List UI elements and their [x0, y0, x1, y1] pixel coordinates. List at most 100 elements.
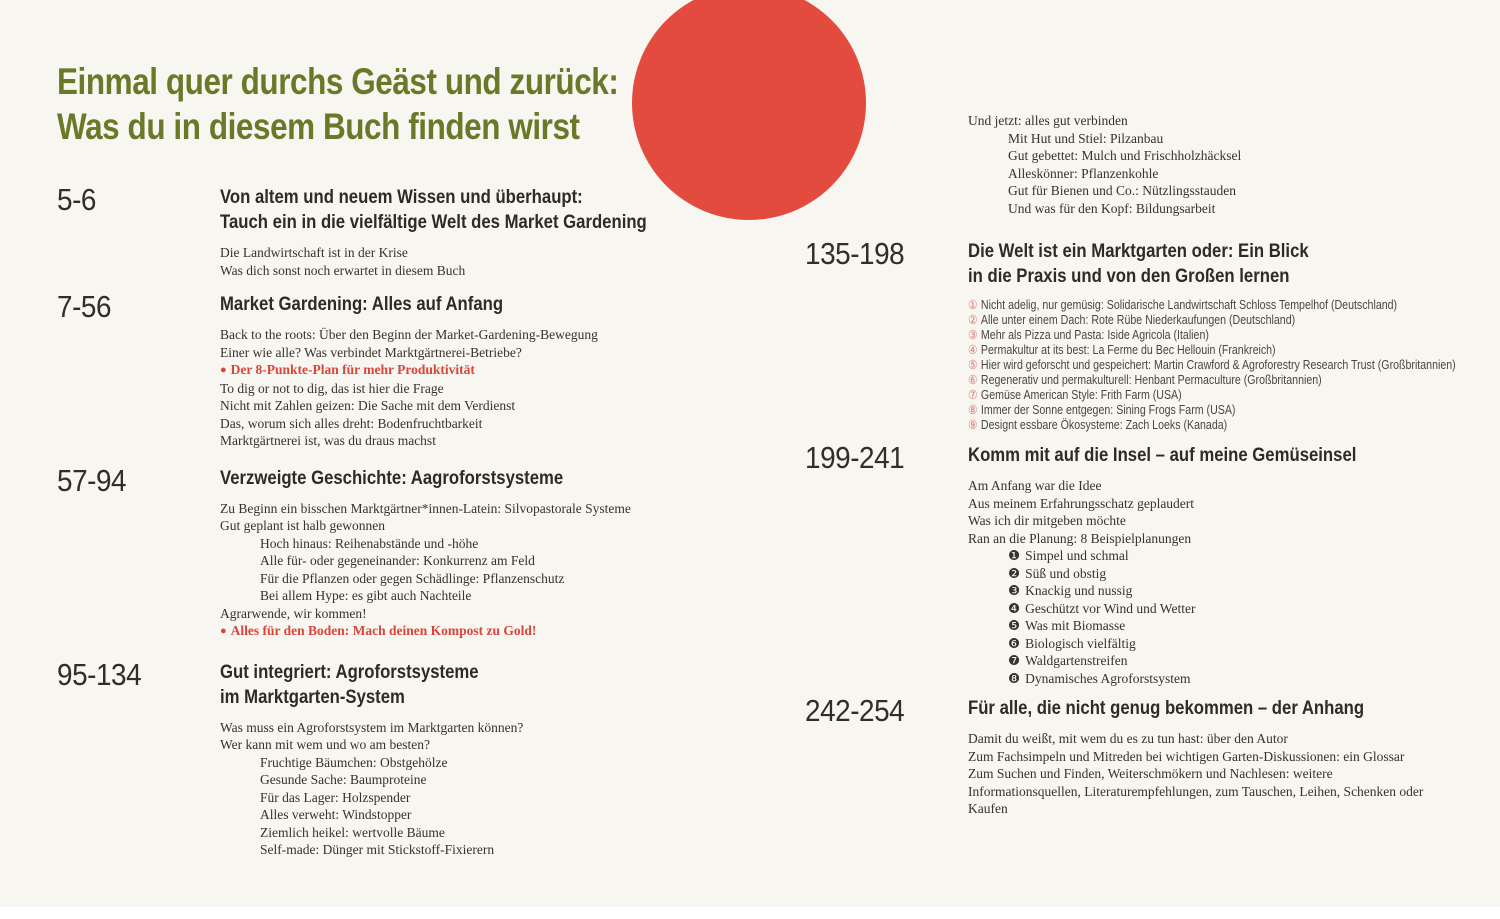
- book-toc-heading: Einmal quer durchs Geäst und zurück: Was …: [57, 59, 717, 149]
- section-title: Market Gardening: Alles auf Anfang: [220, 294, 504, 315]
- section-item-list: ① Nicht adelig, nur gemüsig: Solidarische…: [968, 298, 1485, 433]
- toc-right-column: Und jetzt: alles gut verbinden Mit Hut u…: [805, 112, 1485, 818]
- toc-entry: ❺ Was mit Biomasse: [1008, 618, 1126, 633]
- filled-number-icon: ❸: [1008, 583, 1021, 598]
- toc-entry: Zum Fachsimpeln und Mitreden bei wichtig…: [968, 748, 1405, 764]
- page-range: 135-198: [805, 236, 905, 271]
- toc-entry: Fruchtige Bäumchen: Obstgehölze: [260, 754, 448, 770]
- section-item-list: Damit du weißt, mit wem du es zu tun has…: [968, 730, 1428, 818]
- toc-entry: Zum Suchen und Finden, Weiterschmökern u…: [968, 766, 1424, 816]
- page-range: 95-134: [57, 656, 142, 692]
- filled-number-icon: ❺: [1008, 618, 1021, 633]
- toc-entry: Und was für den Kopf: Bildungsarbeit: [1008, 200, 1216, 216]
- red-bullet-icon: ●: [220, 364, 227, 376]
- filled-number-icon: ❼: [1008, 653, 1021, 668]
- toc-entry: ❽ Dynamisches Agroforstsystem: [1008, 670, 1191, 686]
- toc-left-column: 5-6 Von altem und neuem Wissen und überh…: [57, 183, 757, 859]
- toc-entry: Self-made: Dünger mit Stickstoff-Fixiere…: [260, 842, 495, 857]
- page-range: 7-56: [57, 289, 112, 324]
- toc-entry: Was dich sonst noch erwartet in diesem B…: [220, 262, 466, 278]
- toc-entry: ❻ Biologisch vielfältig: [1008, 635, 1136, 651]
- toc-entry: Gut gebettet: Mulch und Frischholzhäckse…: [1008, 148, 1242, 163]
- section-item-list: Was muss ein Agroforstsystem im Marktgar…: [220, 719, 757, 859]
- toc-entry: Ran an die Planung: 8 Beispielplanungen: [968, 530, 1192, 546]
- toc-entry: ⑨ Designt essbare Ökosysteme: Zach Loeks …: [968, 418, 1228, 432]
- section-item-list: Die Landwirtschaft ist in der Krise Was …: [220, 244, 757, 279]
- toc-entry-highlighted: ● Der 8-Punkte-Plan für mehr Produktivitä…: [220, 362, 475, 377]
- toc-entry: Agrarwende, wir kommen!: [220, 605, 367, 621]
- circled-number-icon: ④: [968, 343, 978, 357]
- toc-entry: ⑥ Regenerativ und permakulturell: Henbant…: [968, 373, 1322, 387]
- toc-entry: Was muss ein Agroforstsystem im Marktgar…: [220, 719, 524, 735]
- circled-number-icon: ③: [968, 328, 978, 342]
- toc-entry: Bei allem Hype: es gibt auch Nachteile: [260, 588, 472, 603]
- toc-entry-highlighted: ● Alles für den Boden: Mach deinen Kompos…: [220, 623, 537, 638]
- toc-entry: ④ Permakultur at its best: La Ferme du Be…: [968, 343, 1276, 357]
- toc-entry: Gut für Bienen und Co.: Nützlingsstauden: [1008, 183, 1236, 198]
- toc-entry: Am Anfang war die Idee: [968, 478, 1102, 493]
- toc-entry: Hoch hinaus: Reihenabstände und -höhe: [260, 535, 479, 551]
- toc-entry: Nicht mit Zahlen geizen: Die Sache mit d…: [220, 398, 516, 413]
- page-range: 199-241: [805, 440, 905, 475]
- filled-number-icon: ❽: [1008, 670, 1021, 686]
- filled-number-icon: ❶: [1008, 548, 1021, 563]
- toc-section-199-241: 199-241 Komm mit auf die Insel – auf mei…: [805, 441, 1485, 687]
- toc-section-95-134: 95-134 Gut integriert: Agroforstsysteme i…: [57, 656, 757, 859]
- section-title: Für alle, die nicht genug bekommen – der…: [968, 698, 1365, 719]
- toc-entry: ⑤ Hier wird geforscht und gespeichert: Ma…: [968, 358, 1456, 372]
- toc-section-57-94: 57-94 Verzweigte Geschichte: Aagroforsts…: [57, 462, 757, 641]
- toc-entry: Was ich dir mitgeben möchte: [968, 513, 1126, 528]
- toc-entry: ⑧ Immer der Sonne entgegen: Sining Frogs …: [968, 403, 1236, 417]
- toc-entry: Back to the roots: Über den Beginn der M…: [220, 327, 598, 342]
- section-title: Von altem und neuem Wissen und überhaupt…: [220, 187, 647, 233]
- toc-section-242-254: 242-254 Für alle, die nicht genug bekomm…: [805, 694, 1485, 818]
- toc-entry: Damit du weißt, mit wem du es zu tun has…: [968, 731, 1288, 746]
- red-bullet-icon: ●: [220, 625, 227, 637]
- section-item-list: Am Anfang war die Idee Aus meinem Erfahr…: [968, 477, 1485, 687]
- toc-entry: ③ Mehr als Pizza und Pasta: Iside Agricol…: [968, 328, 1209, 342]
- toc-entry: ① Nicht adelig, nur gemüsig: Solidarische…: [968, 298, 1398, 312]
- toc-entry: Einer wie alle? Was verbindet Marktgärtn…: [220, 344, 522, 360]
- toc-entry: Aus meinem Erfahrungsschatz geplaudert: [968, 495, 1195, 511]
- page-bottom-strip: [0, 907, 1500, 919]
- toc-entry: ❶ Simpel und schmal: [1008, 548, 1129, 563]
- toc-entry: Wer kann mit wem und wo am besten?: [220, 737, 430, 752]
- toc-section-continuation: Und jetzt: alles gut verbinden Mit Hut u…: [805, 112, 1485, 217]
- red-circle-decoration: [632, 0, 866, 220]
- section-item-list: Und jetzt: alles gut verbinden Mit Hut u…: [968, 112, 1485, 217]
- toc-entry: Alle für- oder gegeneinander: Konkurrenz…: [260, 553, 535, 568]
- filled-number-icon: ❷: [1008, 565, 1021, 581]
- section-title: Gut integriert: Agroforstsysteme im Markt…: [220, 661, 479, 708]
- circled-number-icon: ⑤: [968, 358, 978, 372]
- toc-entry: ⑦ Gemüse American Style: Frith Farm (USA): [968, 388, 1182, 402]
- toc-entry: ② Alle unter einem Dach: Rote Rübe Nieder…: [968, 313, 1296, 327]
- page-range: 242-254: [805, 693, 905, 728]
- circled-number-icon: ⑧: [968, 403, 978, 417]
- toc-section-5-6: 5-6 Von altem und neuem Wissen und überh…: [57, 183, 757, 279]
- page-range: 57-94: [57, 462, 127, 498]
- toc-entry: Zu Beginn ein bisschen Marktgärtner*inne…: [220, 500, 631, 516]
- circled-number-icon: ⑨: [968, 418, 978, 432]
- toc-entry: Das, worum sich alles dreht: Bodenfrucht…: [220, 415, 483, 431]
- circled-number-icon: ⑦: [968, 388, 978, 402]
- filled-number-icon: ❹: [1008, 600, 1021, 616]
- toc-entry: ❸ Knackig und nussig: [1008, 583, 1133, 598]
- section-title: Die Welt ist ein Marktgarten oder: Ein B…: [968, 241, 1309, 287]
- section-title: Verzweigte Geschichte: Aagroforstsysteme: [220, 467, 564, 489]
- toc-entry: Alleskönner: Pflanzenkohle: [1008, 165, 1159, 181]
- toc-entry: Mit Hut und Stiel: Pilzanbau: [1008, 130, 1164, 146]
- toc-entry: Alles verweht: Windstopper: [260, 807, 412, 822]
- toc-entry: Gut geplant ist halb gewonnen: [220, 518, 385, 533]
- section-item-list: Back to the roots: Über den Beginn der M…: [220, 326, 757, 450]
- heading-line: Einmal quer durchs Geäst und zurück:: [57, 60, 619, 102]
- circled-number-icon: ①: [968, 298, 978, 312]
- toc-entry: Gesunde Sache: Baumproteine: [260, 772, 427, 787]
- toc-entry: Marktgärtnerei ist, was du draus machst: [220, 433, 436, 448]
- filled-number-icon: ❻: [1008, 635, 1021, 651]
- toc-entry: Und jetzt: alles gut verbinden: [968, 113, 1128, 128]
- toc-entry: Für das Lager: Holzspender: [260, 789, 411, 805]
- toc-entry: Die Landwirtschaft ist in der Krise: [220, 245, 408, 260]
- toc-section-7-56: 7-56 Market Gardening: Alles auf Anfang …: [57, 290, 757, 450]
- section-item-list: Zu Beginn ein bisschen Marktgärtner*inne…: [220, 500, 757, 641]
- toc-entry: To dig or not to dig, das ist hier die F…: [220, 380, 444, 396]
